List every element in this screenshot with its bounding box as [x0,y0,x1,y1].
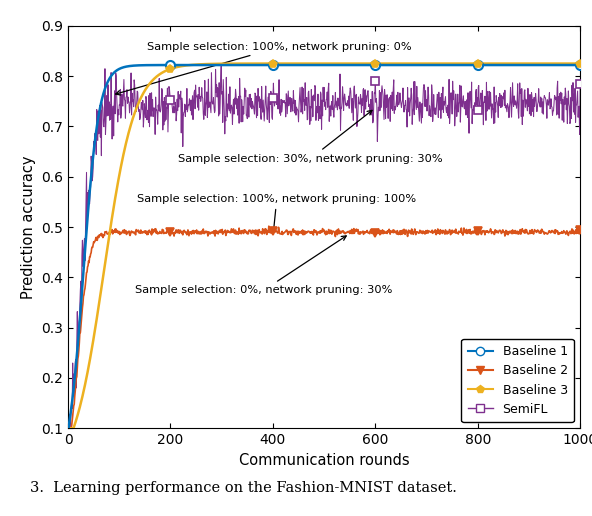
X-axis label: Communication rounds: Communication rounds [239,453,410,467]
Text: Sample selection: 30%, network pruning: 30%: Sample selection: 30%, network pruning: … [178,110,443,164]
Text: Sample selection: 100%, network pruning: 0%: Sample selection: 100%, network pruning:… [115,42,412,95]
Text: Sample selection: 100%, network pruning: 100%: Sample selection: 100%, network pruning:… [137,194,416,233]
Y-axis label: Prediction accuracy: Prediction accuracy [21,155,36,299]
Text: Sample selection: 0%, network pruning: 30%: Sample selection: 0%, network pruning: 3… [134,236,392,296]
Legend: Baseline 1, Baseline 2, Baseline 3, SemiFL: Baseline 1, Baseline 2, Baseline 3, Semi… [461,339,574,422]
Text: 3.  Learning performance on the Fashion-MNIST dataset.: 3. Learning performance on the Fashion-M… [30,481,456,495]
